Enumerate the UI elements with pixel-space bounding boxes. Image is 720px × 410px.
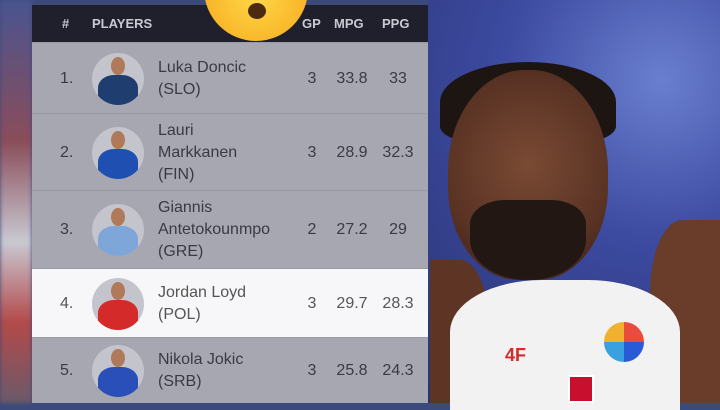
player-name: Lauri Markkanen (FIN): [158, 120, 237, 186]
header-ppg: PPG: [382, 16, 410, 31]
avatar: [92, 52, 144, 105]
stats-table: # PLAYERS GP MPG PPG 1. Luka Doncic (SLO)…: [32, 0, 428, 403]
minutes-per-game: 27.2: [336, 221, 368, 238]
points-per-game: 28.3: [382, 294, 414, 312]
player-name-line: (SLO): [158, 80, 201, 98]
avatar: [92, 277, 144, 330]
player-beard: [470, 200, 586, 280]
player-name: Giannis Antetokounmpo (GRE): [158, 197, 270, 263]
avatar: [92, 126, 144, 179]
games-played: 3: [307, 362, 317, 379]
header-mpg: MPG: [334, 16, 364, 31]
games-played: 3: [307, 294, 317, 312]
table-row: 3. Giannis Antetokounmpo (GRE) 2 27.2 29: [32, 190, 428, 268]
points-per-game: 32.3: [382, 143, 414, 161]
games-played: 3: [307, 69, 317, 87]
rank: 1.: [60, 69, 74, 87]
header-gp: GP: [302, 16, 321, 31]
player-name-line: (GRE): [158, 243, 204, 260]
player-name: Nikola Jokic (SRB): [158, 349, 243, 393]
table-row: 4. Jordan Loyd (POL) 3 29.7 28.3: [32, 268, 428, 337]
avatar: [92, 204, 144, 256]
player-name-line: (SRB): [158, 373, 202, 390]
player-name-line: Luka Doncic: [158, 58, 247, 76]
player-name: Jordan Loyd (POL): [158, 282, 246, 326]
header-rank: #: [62, 16, 70, 31]
minutes-per-game: 28.9: [336, 143, 368, 161]
minutes-per-game: 33.8: [336, 69, 368, 87]
player-name-line: Jordan Loyd: [158, 283, 247, 301]
minutes-per-game: 29.7: [336, 294, 368, 312]
tournament-logo: [604, 322, 644, 362]
player-jersey: [450, 280, 680, 410]
games-played: 2: [307, 221, 317, 238]
rank: 2.: [60, 143, 74, 161]
player-name-line: Lauri: [158, 121, 194, 139]
jersey-brand-logo: 4F: [505, 345, 527, 365]
player-name-line: (POL): [158, 305, 201, 323]
points-per-game: 29: [389, 221, 407, 238]
player-name-line: (FIN): [158, 165, 195, 183]
rank: 4.: [60, 294, 74, 312]
player-name: Luka Doncic (SLO): [158, 57, 246, 101]
player-name-line: Markkanen: [158, 143, 238, 161]
header-players: PLAYERS: [92, 16, 153, 31]
player-name-line: Antetokounmpo: [158, 221, 271, 238]
rank: 3.: [60, 221, 74, 238]
table-row: 1. Luka Doncic (SLO) 3 33.8 33: [32, 42, 428, 113]
table-row: 2. Lauri Markkanen (FIN) 3 28.9 32.3: [32, 113, 428, 190]
points-per-game: 24.3: [382, 362, 414, 379]
points-per-game: 33: [389, 69, 407, 87]
avatar: [92, 345, 144, 397]
player-name-line: Giannis: [158, 199, 213, 216]
games-played: 3: [307, 143, 317, 161]
poland-crest-icon: [568, 375, 594, 403]
minutes-per-game: 25.8: [336, 362, 368, 379]
player-name-line: Nikola Jokic: [158, 351, 244, 368]
rank: 5.: [60, 362, 74, 379]
table-row: 5. Nikola Jokic (SRB) 3 25.8 24.3: [32, 337, 428, 403]
background-photo-left: [0, 0, 32, 403]
